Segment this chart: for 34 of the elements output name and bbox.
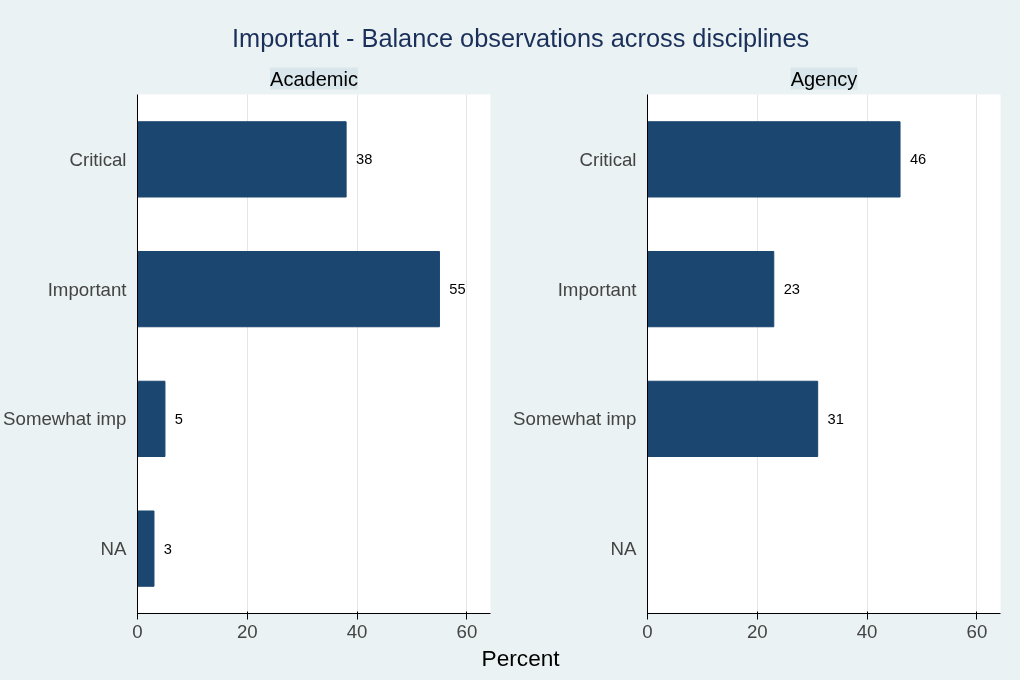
data-label: 3 (163, 540, 173, 557)
bar (647, 121, 901, 198)
data-label: 46 (909, 151, 927, 168)
data-label: 23 (783, 281, 800, 298)
y-tick-label: NA (610, 538, 638, 560)
y-tick-label: Important (557, 278, 638, 300)
x-tick-label: 40 (346, 620, 368, 642)
bar (647, 251, 775, 328)
y-tick-label: Somewhat imp (513, 408, 637, 430)
data-label: 38 (356, 151, 373, 168)
bar (137, 510, 155, 587)
x-tick-label: 20 (746, 620, 768, 642)
chart-title: Important - Balance observations across disciplines (232, 24, 810, 52)
data-label: 31 (827, 410, 844, 427)
x-tick-label: 20 (236, 620, 258, 642)
x-tick-label: 0 (642, 620, 653, 642)
y-tick-label: Important (47, 278, 128, 300)
bar (137, 251, 440, 328)
bar (647, 380, 819, 457)
bar (137, 380, 166, 457)
y-tick-label: NA (100, 538, 128, 560)
data-label: 5 (174, 410, 183, 427)
x-tick-label: 0 (132, 620, 143, 642)
chart-subtitle: Agency (790, 67, 858, 90)
y-tick-label: Critical (579, 148, 637, 170)
y-tick-label: Critical (69, 148, 127, 170)
x-tick-label: 40 (856, 620, 878, 642)
y-tick-label: Somewhat imp (3, 408, 127, 430)
bar (137, 121, 347, 198)
x-tick-label: 60 (966, 620, 988, 642)
x-axis-title: Percent (481, 644, 561, 671)
chart-subtitle: Academic (270, 67, 358, 90)
x-tick-label: 60 (456, 620, 478, 642)
data-label: 55 (449, 281, 466, 298)
